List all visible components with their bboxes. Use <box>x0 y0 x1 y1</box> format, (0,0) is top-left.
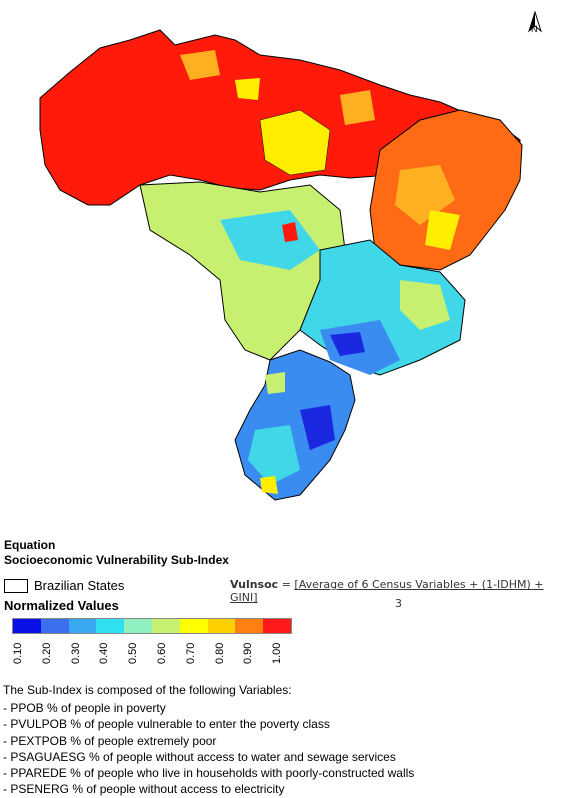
scale-swatch <box>13 619 41 633</box>
scale-swatch <box>179 619 208 633</box>
region-north-patch <box>180 50 220 80</box>
variable-item: - PPOB % of people in poverty <box>3 701 166 715</box>
region-northeast-patch <box>425 210 460 250</box>
scale-tick-label: 0.80 <box>213 642 226 664</box>
scale-swatch <box>263 619 291 633</box>
region-south-patch <box>300 405 335 450</box>
variable-item: - PPAREDE % of people who live in househ… <box>3 766 415 781</box>
variable-item: - PSAGUAESG % of people without access t… <box>3 749 396 764</box>
variables-list: - PPOB % of people in poverty - PVULPOB … <box>3 700 414 798</box>
region-south-patch <box>248 425 300 485</box>
scale-swatch <box>96 619 125 633</box>
scale-tick-label: 0.40 <box>98 642 111 664</box>
formula-numerator: [Average of 6 Census Variables + (1-IDHM… <box>230 578 544 604</box>
region-south-patch <box>265 372 285 394</box>
equation-title: Equation <box>4 538 56 552</box>
region-centerwest-patch <box>282 222 298 242</box>
region-south <box>234 349 356 501</box>
states-legend: Brazilian States <box>4 578 124 593</box>
scale-tick-label: 0.50 <box>127 642 140 664</box>
variable-item: - PEXTPOB % of people extremely poor <box>3 733 217 748</box>
formula-equals: = <box>281 578 291 591</box>
scale-swatch <box>151 619 180 633</box>
scale-swatch <box>68 619 97 633</box>
color-scale-bar <box>12 618 292 634</box>
subindex-title: Socioeconomic Vulnerability Sub-Index <box>4 553 229 567</box>
region-north-patch <box>235 78 260 100</box>
variables-intro: The Sub-Index is composed of the followi… <box>3 683 292 697</box>
scale-swatch <box>40 619 69 633</box>
scale-swatch <box>235 619 264 633</box>
formula-denominator: 3 <box>395 597 402 610</box>
scale-tick-label: 0.10 <box>12 642 24 664</box>
north-label: N <box>531 24 538 34</box>
region-southeast-patch <box>400 280 450 330</box>
vulnsoc-formula: Vulnsoc = [Average of 6 Census Variables… <box>230 578 567 610</box>
formula-lhs: Vulnsoc <box>230 578 279 591</box>
region-north-patch <box>259 109 331 176</box>
normalized-values-title: Normalized Values <box>4 598 119 613</box>
scale-swatch <box>207 619 236 633</box>
region-south-patch <box>260 476 278 494</box>
states-label: Brazilian States <box>34 578 125 593</box>
brazil-choropleth <box>39 29 523 501</box>
scale-tick-label: 0.60 <box>156 642 168 664</box>
vulnerability-map: N <box>39 10 542 501</box>
scale-tick-label: 0.20 <box>40 642 53 664</box>
color-scale-ticks: 0.10 0.20 0.30 0.40 0.50 0.60 0.70 0.80 0.90 1.00 <box>10 638 310 678</box>
scale-tick-label: 0.70 <box>184 642 197 664</box>
variable-item: - PSENERG % of people without access to … <box>3 782 285 797</box>
scale-tick-label: 0.90 <box>242 642 255 664</box>
states-outline-swatch <box>4 578 28 593</box>
scale-tick-label: 1.00 <box>271 642 284 664</box>
region-northeast-patch <box>395 165 455 225</box>
variable-item: - PVULPOB % of people vulnerable to ente… <box>3 717 330 732</box>
scale-tick-label: 0.30 <box>69 642 82 664</box>
region-southeast-patch <box>330 332 365 356</box>
scale-swatch <box>124 619 152 633</box>
north-arrow-icon <box>528 10 542 33</box>
region-north-patch <box>340 90 375 125</box>
